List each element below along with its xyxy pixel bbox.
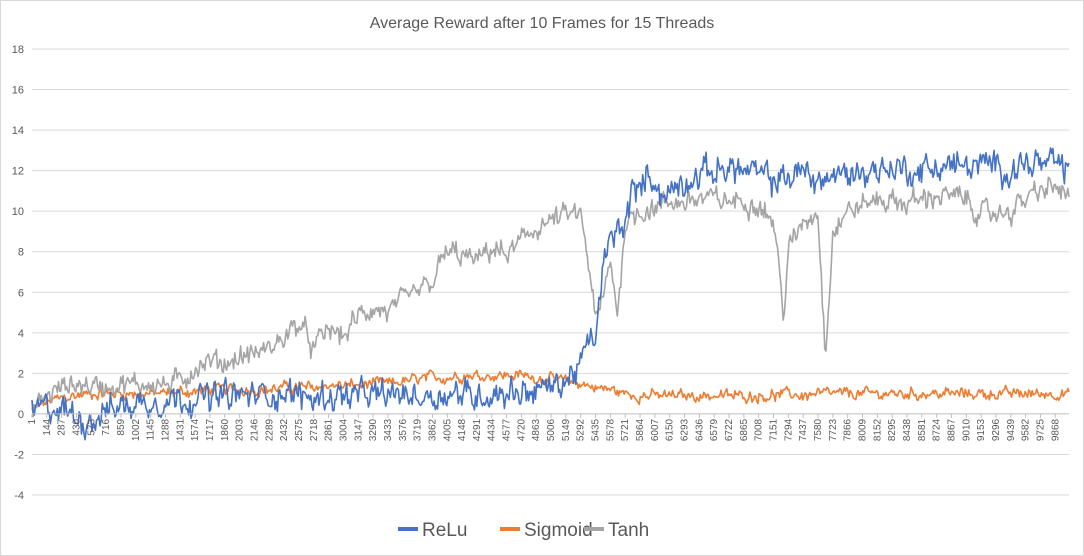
x-tick-label: 4577	[502, 418, 513, 441]
series-line-tanh	[31, 176, 1070, 418]
x-tick-label: 4434	[487, 418, 498, 441]
x-tick-label: 1717	[205, 418, 216, 441]
x-tick-label: 1288	[160, 418, 171, 441]
legend-label-relu: ReLu	[422, 520, 467, 541]
x-tick-label: 8152	[872, 418, 883, 441]
x-tick-label: 7294	[783, 418, 794, 441]
x-tick-label: 430	[71, 418, 82, 435]
series-line-relu	[31, 147, 1070, 441]
x-tick-label: 7437	[798, 418, 809, 441]
y-tick-label: 16	[12, 85, 24, 97]
y-tick-label: -4	[14, 490, 24, 502]
x-tick-label: 1145	[146, 418, 157, 440]
plot-area	[31, 147, 1070, 441]
x-tick-label: 3433	[383, 418, 394, 441]
y-tick-label: 10	[12, 206, 24, 218]
x-tick-label: 9296	[991, 418, 1002, 441]
x-tick-label: 5864	[635, 418, 646, 441]
x-tick-label: 716	[101, 418, 112, 435]
x-tick-label: 4148	[457, 418, 468, 441]
x-tick-label: 2146	[249, 418, 260, 441]
x-tick-label: 6865	[739, 418, 750, 441]
x-tick-label: 9582	[1021, 418, 1032, 441]
x-tick-label: 1574	[190, 418, 201, 441]
legend-label-tanh: Tanh	[608, 520, 649, 541]
x-tick-label: 4863	[531, 418, 542, 441]
x-tick-label: 8438	[902, 418, 913, 441]
x-tick-label: 7151	[769, 418, 780, 441]
x-tick-label: 6150	[665, 418, 676, 441]
y-tick-label: -2	[14, 449, 24, 461]
x-tick-label: 5578	[605, 418, 616, 441]
y-axis: -4 -2 0 2 4 6 8 10 12 14 16 18	[12, 44, 24, 502]
x-tick-label: 9725	[1035, 418, 1046, 441]
x-tick-label: 1	[27, 418, 38, 424]
x-tick-label: 6579	[709, 418, 720, 441]
x-tick-label: 5006	[546, 418, 557, 441]
x-tick-label: 9153	[976, 418, 987, 441]
x-tick-label: 4291	[472, 418, 483, 441]
x-tick-label: 9439	[1006, 418, 1017, 441]
x-tick-label: 8581	[917, 418, 928, 441]
x-tick-label: 2432	[279, 418, 290, 441]
x-tick-label: 4005	[442, 418, 453, 441]
x-tick-label: 859	[116, 418, 127, 435]
x-tick-label: 2861	[324, 418, 335, 441]
x-tick-label: 7866	[843, 418, 854, 441]
x-tick-label: 3862	[427, 418, 438, 441]
series-line-sigmoid	[31, 369, 1070, 411]
x-tick-label: 7008	[754, 418, 765, 441]
chart-title: Average Reward after 10 Frames for 15 Th…	[370, 15, 714, 32]
x-tick-label: 144	[42, 418, 53, 435]
x-tick-label: 1860	[220, 418, 231, 441]
x-tick-label: 1002	[131, 418, 142, 441]
legend-label-sigmoid: Sigmoid	[524, 520, 593, 541]
y-tick-label: 18	[12, 44, 24, 56]
x-tick-label: 8295	[887, 418, 898, 441]
x-tick-label: 8009	[858, 418, 869, 441]
x-tick-label: 5292	[576, 418, 587, 441]
y-tick-label: 14	[12, 125, 24, 137]
x-tick-label: 4720	[516, 418, 527, 441]
x-tick-label: 5435	[591, 418, 602, 441]
y-tick-label: 0	[18, 409, 24, 421]
y-tick-label: 2	[18, 368, 24, 380]
x-tick-label: 2718	[309, 418, 320, 441]
x-tick-label: 3576	[398, 418, 409, 441]
y-tick-label: 12	[12, 166, 24, 178]
x-tick-label: 9010	[961, 418, 972, 441]
y-tick-label: 8	[18, 247, 24, 259]
x-tick-label: 7723	[828, 418, 839, 441]
x-tick-label: 5721	[620, 418, 631, 441]
x-tick-label: 2003	[235, 418, 246, 441]
gridlines	[32, 48, 1069, 496]
x-tick-label: 3719	[413, 418, 424, 441]
x-tick-label: 3147	[353, 418, 364, 441]
x-tick-label: 3004	[338, 418, 349, 441]
legend: ReLu Sigmoid Tanh	[398, 520, 649, 541]
y-tick-label: 4	[18, 328, 24, 340]
x-tick-label: 3290	[368, 418, 379, 441]
x-tick-label: 6293	[680, 418, 691, 441]
x-tick-label: 2575	[294, 418, 305, 441]
x-tick-label: 8724	[932, 418, 943, 441]
x-tick-label: 2289	[264, 418, 275, 441]
x-tick-label: 9868	[1050, 418, 1061, 441]
x-tick-label: 6436	[694, 418, 705, 441]
x-tick-label: 6722	[724, 418, 735, 441]
y-tick-label: 6	[18, 287, 24, 299]
x-tick-label: 8867	[946, 418, 957, 441]
x-tick-label: 5149	[561, 418, 572, 441]
x-tick-label: 7580	[813, 418, 824, 441]
x-tick-label: 573	[86, 418, 97, 435]
x-tick-label: 6007	[650, 418, 661, 441]
x-axis: 1 144 287 430 573 716 859 1002 1145 1288 1431 1574 1…	[27, 413, 1069, 441]
x-tick-label: 287	[57, 418, 68, 435]
x-tick-label: 1431	[175, 418, 186, 441]
